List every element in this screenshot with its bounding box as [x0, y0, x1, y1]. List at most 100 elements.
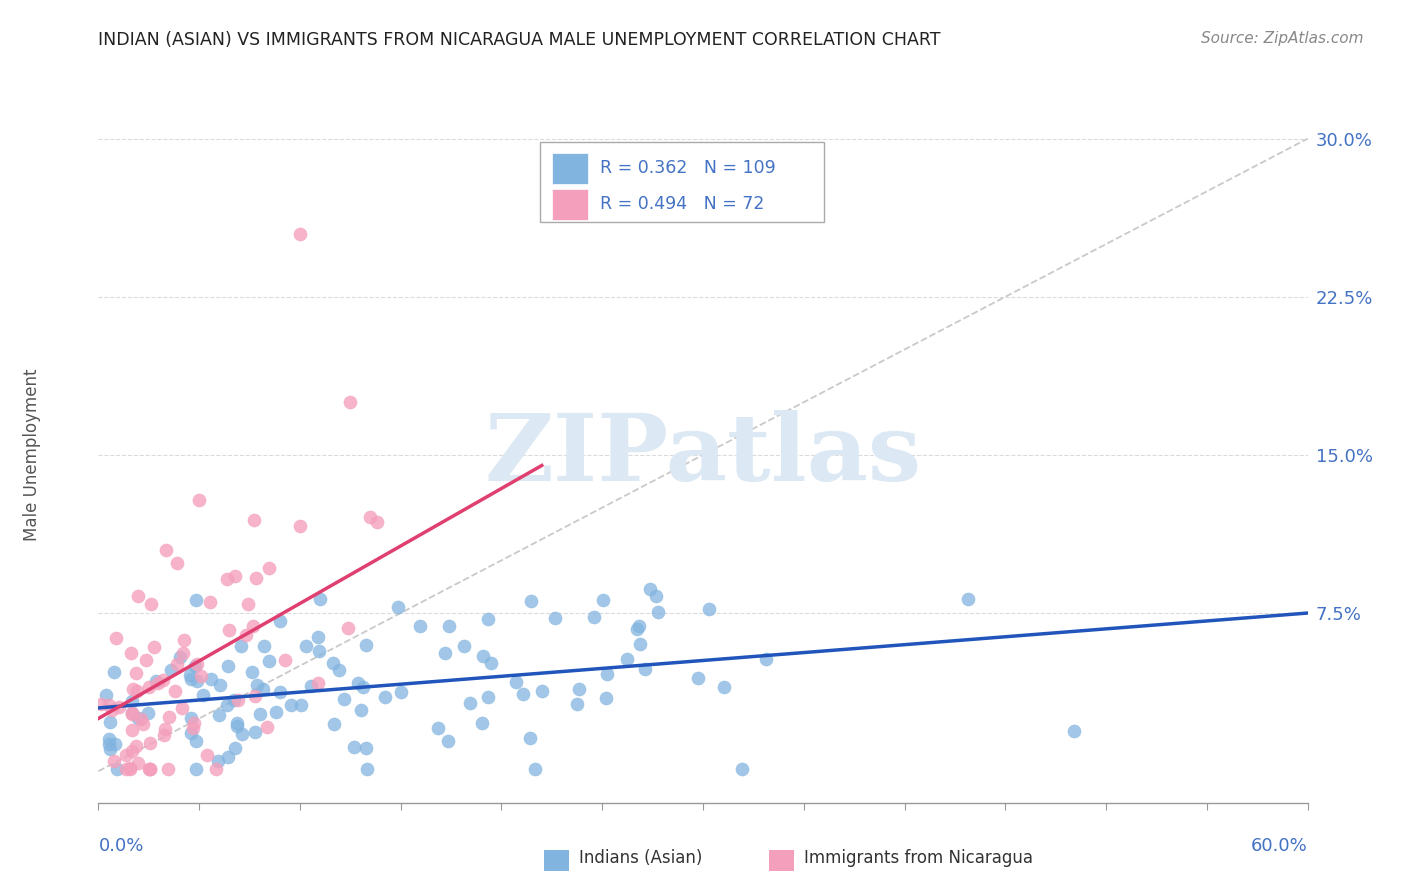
Point	[245, 571, 267, 585]
Point	[333, 692, 356, 706]
Point	[264, 705, 287, 719]
Point	[295, 640, 318, 654]
Point	[257, 654, 280, 668]
Point	[242, 619, 264, 633]
Point	[366, 515, 388, 529]
Point	[208, 708, 231, 723]
Point	[523, 762, 546, 776]
Point	[132, 716, 155, 731]
Point	[165, 683, 187, 698]
Point	[193, 688, 215, 702]
Point	[322, 717, 344, 731]
Point	[139, 597, 162, 611]
Point	[224, 741, 246, 756]
Point	[252, 681, 274, 696]
Point	[582, 609, 605, 624]
Point	[169, 649, 191, 664]
Point	[229, 639, 252, 653]
Point	[103, 754, 125, 768]
Point	[243, 690, 266, 704]
Point	[184, 733, 207, 747]
Point	[224, 568, 246, 582]
Point	[409, 619, 432, 633]
Point	[359, 510, 381, 524]
Point	[98, 737, 121, 751]
Point	[638, 582, 661, 596]
Point	[127, 756, 149, 770]
Point	[101, 703, 124, 717]
Point	[387, 599, 409, 614]
Point	[198, 595, 221, 609]
Point	[127, 683, 149, 698]
Point	[236, 597, 259, 611]
Point	[105, 762, 128, 776]
Point	[215, 572, 238, 586]
Point	[477, 690, 499, 704]
Point	[226, 693, 249, 707]
Point	[269, 685, 291, 699]
Point	[352, 680, 374, 694]
Text: R = 0.362   N = 109: R = 0.362 N = 109	[600, 160, 776, 178]
Point	[129, 712, 152, 726]
Point	[207, 755, 229, 769]
Point	[356, 762, 378, 776]
Text: 0.0%: 0.0%	[98, 837, 143, 855]
Point	[173, 632, 195, 647]
Point	[627, 618, 650, 632]
Point	[568, 681, 591, 696]
Point	[755, 652, 778, 666]
Point	[142, 640, 165, 655]
Point	[567, 697, 589, 711]
Point	[118, 761, 141, 775]
Point	[713, 680, 735, 694]
Text: Source: ZipAtlas.com: Source: ZipAtlas.com	[1201, 31, 1364, 46]
Point	[520, 594, 543, 608]
Point	[471, 649, 494, 664]
Point	[157, 709, 180, 723]
Point	[186, 657, 208, 672]
Point	[98, 742, 121, 756]
Point	[299, 679, 322, 693]
Point	[200, 672, 222, 686]
Point	[354, 638, 377, 652]
Point	[339, 395, 361, 409]
Text: INDIAN (ASIAN) VS IMMIGRANTS FROM NICARAGUA MALE UNEMPLOYMENT CORRELATION CHART: INDIAN (ASIAN) VS IMMIGRANTS FROM NICARA…	[98, 31, 941, 49]
Point	[188, 493, 211, 508]
Bar	[551, 153, 588, 184]
Point	[121, 694, 143, 708]
Point	[179, 668, 201, 682]
Point	[180, 726, 202, 740]
Point	[592, 593, 614, 607]
Point	[90, 697, 112, 711]
Point	[183, 715, 205, 730]
Point	[156, 762, 179, 776]
Point	[957, 592, 980, 607]
Point	[98, 698, 121, 712]
Point	[231, 727, 253, 741]
Point	[280, 698, 302, 712]
Point	[337, 621, 360, 635]
Point	[208, 678, 231, 692]
Point	[160, 663, 183, 677]
Point	[181, 721, 204, 735]
Point	[104, 738, 127, 752]
Point	[628, 637, 651, 651]
Point	[307, 631, 329, 645]
Point	[322, 657, 344, 671]
Point	[257, 561, 280, 575]
Point	[172, 646, 194, 660]
Point	[256, 720, 278, 734]
Point	[309, 591, 332, 606]
Text: Indians (Asian): Indians (Asian)	[579, 849, 703, 867]
Text: Male Unemployment: Male Unemployment	[22, 368, 41, 541]
Point	[127, 590, 149, 604]
Point	[166, 557, 188, 571]
Point	[436, 733, 458, 747]
Point	[350, 703, 373, 717]
Point	[217, 750, 239, 764]
Point	[127, 711, 149, 725]
Point	[235, 627, 257, 641]
Point	[120, 646, 142, 660]
Point	[226, 719, 249, 733]
Point	[252, 639, 274, 653]
